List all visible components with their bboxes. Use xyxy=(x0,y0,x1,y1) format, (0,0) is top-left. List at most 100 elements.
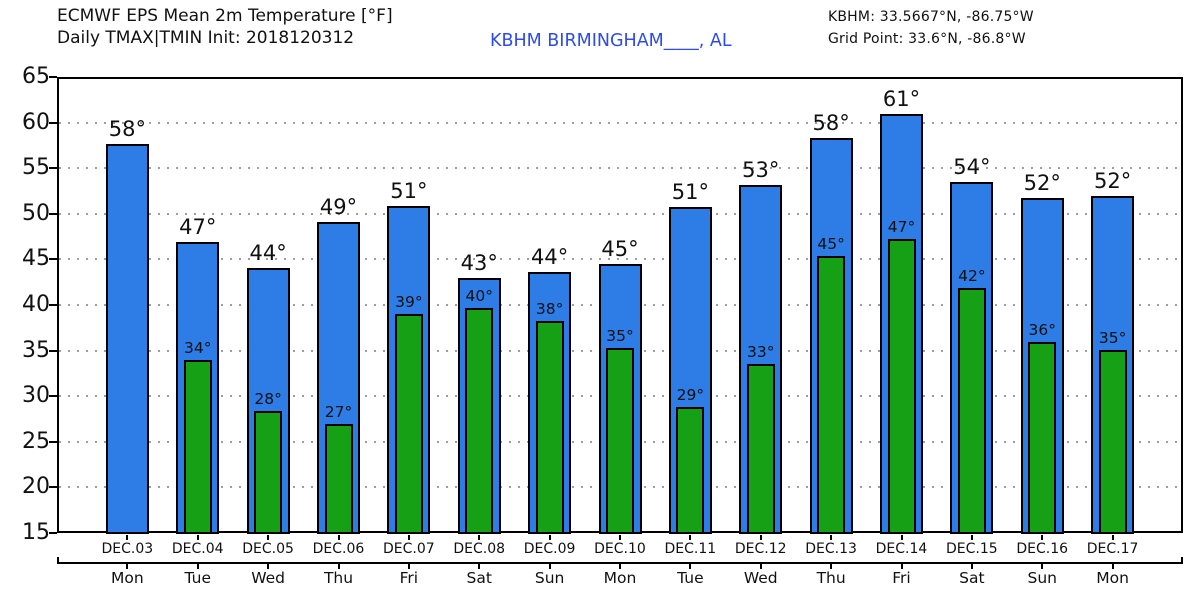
tmin-value-label: 36° xyxy=(1028,321,1056,340)
x-axis-weekday-label: Wed xyxy=(743,569,778,587)
chart-header-left: ECMWF EPS Mean 2m Temperature [°F] Daily… xyxy=(57,5,393,49)
x-axis-weekday-label: Tue xyxy=(184,569,211,587)
x-axis-tick xyxy=(196,535,199,540)
tmin-bar xyxy=(676,407,705,534)
weekday-axis-tick xyxy=(759,563,762,569)
x-axis-date-label: DEC.17 xyxy=(1086,541,1139,557)
y-axis-tick xyxy=(49,258,57,261)
x-axis-date-label: DEC.07 xyxy=(383,541,435,557)
x-axis-tick xyxy=(619,535,621,540)
tmax-value-label: 51° xyxy=(390,178,428,203)
weekday-axis-tick xyxy=(478,563,481,569)
tmax-value-label: 45° xyxy=(601,236,639,261)
tmax-value-label: 53° xyxy=(742,157,780,182)
x-axis-date-label: DEC.08 xyxy=(453,541,506,557)
tmax-bar xyxy=(105,143,149,534)
x-axis-weekday-label: Mon xyxy=(111,569,144,587)
x-axis-tick xyxy=(126,535,129,540)
x-axis-tick xyxy=(337,535,340,540)
x-axis-date-label: DEC.04 xyxy=(171,541,224,557)
chart-header-right: KBHM: 33.5667°N, -86.75°W Grid Point: 33… xyxy=(828,6,1034,50)
tmin-value-label: 27° xyxy=(324,402,353,421)
tmin-value-label: 40° xyxy=(465,286,493,305)
x-axis-tick xyxy=(548,535,551,540)
tmin-value-label: 45° xyxy=(817,234,845,253)
weekday-axis-tick xyxy=(970,563,973,569)
y-axis-tick xyxy=(49,349,57,352)
tmax-value-label: 47° xyxy=(179,215,217,240)
tmin-value-label: 34° xyxy=(184,338,212,357)
y-axis-tick-label: 45 xyxy=(22,246,50,272)
x-axis-date-label: DEC.06 xyxy=(312,541,365,557)
weekday-axis-tick xyxy=(337,563,340,569)
weekday-axis-tick xyxy=(196,563,199,569)
x-axis-tick xyxy=(407,535,410,540)
weekday-axis-end-tick xyxy=(57,557,59,563)
tmax-value-label: 54° xyxy=(953,154,991,179)
y-axis-tick xyxy=(49,532,57,534)
x-axis-date-label: DEC.12 xyxy=(734,541,787,557)
station-coordinates: KBHM: 33.5667°N, -86.75°W xyxy=(828,9,1034,25)
tmin-value-label: 28° xyxy=(254,389,282,408)
grid-point-coordinates: Grid Point: 33.6°N, -86.8°W xyxy=(828,31,1026,47)
tmax-value-label: 43° xyxy=(460,250,498,275)
chart-subtitle: Daily TMAX|TMIN Init: 2018120312 xyxy=(57,28,355,48)
y-gridline xyxy=(59,212,1181,215)
chart-title: ECMWF EPS Mean 2m Temperature [°F] xyxy=(57,6,393,26)
tmin-bar xyxy=(1028,342,1057,534)
y-axis-tick xyxy=(49,167,57,170)
tmax-value-label: 52° xyxy=(1023,171,1061,196)
y-gridline xyxy=(59,121,1181,124)
weekday-axis-tick xyxy=(900,563,903,569)
tmin-bar xyxy=(817,255,846,534)
tmin-value-label: 29° xyxy=(676,386,705,405)
station-name-label: KBHM BIRMINGHAM____, AL xyxy=(490,31,732,51)
weekday-axis-line xyxy=(57,562,1183,564)
x-axis-date-label: DEC.13 xyxy=(805,541,857,557)
weekday-axis-tick xyxy=(1111,563,1114,569)
x-axis-tick xyxy=(689,535,692,540)
weekday-axis-tick xyxy=(830,563,833,569)
tmin-value-label: 42° xyxy=(958,266,986,285)
x-axis-weekday-label: Fri xyxy=(399,569,419,587)
tmin-value-label: 35° xyxy=(1098,328,1127,347)
x-axis-date-label: DEC.05 xyxy=(242,541,294,557)
y-axis-tick xyxy=(49,212,57,215)
tmax-value-label: 58° xyxy=(108,116,146,141)
x-axis-tick xyxy=(830,535,833,540)
x-axis-date-label: DEC.16 xyxy=(1016,541,1069,557)
weekday-axis-end-tick xyxy=(1181,557,1183,563)
y-axis-tick-label: 40 xyxy=(22,292,50,317)
x-axis-date-label: DEC.11 xyxy=(664,541,717,557)
y-axis-tick-label: 20 xyxy=(22,474,50,500)
y-axis-tick-label: 35 xyxy=(22,337,50,363)
x-axis-weekday-label: Mon xyxy=(1096,569,1129,587)
x-axis-date-label: DEC.09 xyxy=(523,541,576,557)
x-axis-tick xyxy=(970,535,973,540)
tmin-bar xyxy=(254,410,283,534)
weekday-axis-tick xyxy=(689,563,692,569)
tmax-value-label: 52° xyxy=(1094,169,1132,194)
tmin-bar xyxy=(887,239,916,534)
tmin-value-label: 47° xyxy=(887,218,916,237)
tmin-bar xyxy=(394,314,423,534)
tmax-value-label: 49° xyxy=(319,195,358,219)
x-axis-date-label: DEC.10 xyxy=(594,541,646,557)
x-axis-tick xyxy=(759,535,762,540)
y-axis-tick-label: 50 xyxy=(22,200,50,226)
x-axis-tick xyxy=(267,535,270,540)
x-axis-weekday-label: Sun xyxy=(534,569,565,587)
tmin-value-label: 33° xyxy=(747,343,775,362)
tmin-bar xyxy=(535,321,564,534)
x-axis-date-label: DEC.03 xyxy=(101,541,154,557)
tmin-value-label: 39° xyxy=(395,293,423,312)
y-axis-tick-label: 15 xyxy=(22,520,50,545)
x-axis-date-label: DEC.15 xyxy=(946,541,998,557)
tmax-value-label: 58° xyxy=(812,111,850,136)
x-axis-tick xyxy=(1041,535,1044,540)
y-axis-tick-label: 60 xyxy=(22,109,50,135)
y-axis-tick xyxy=(49,121,57,124)
tmin-bar xyxy=(324,423,353,534)
weekday-axis-tick xyxy=(548,563,551,569)
